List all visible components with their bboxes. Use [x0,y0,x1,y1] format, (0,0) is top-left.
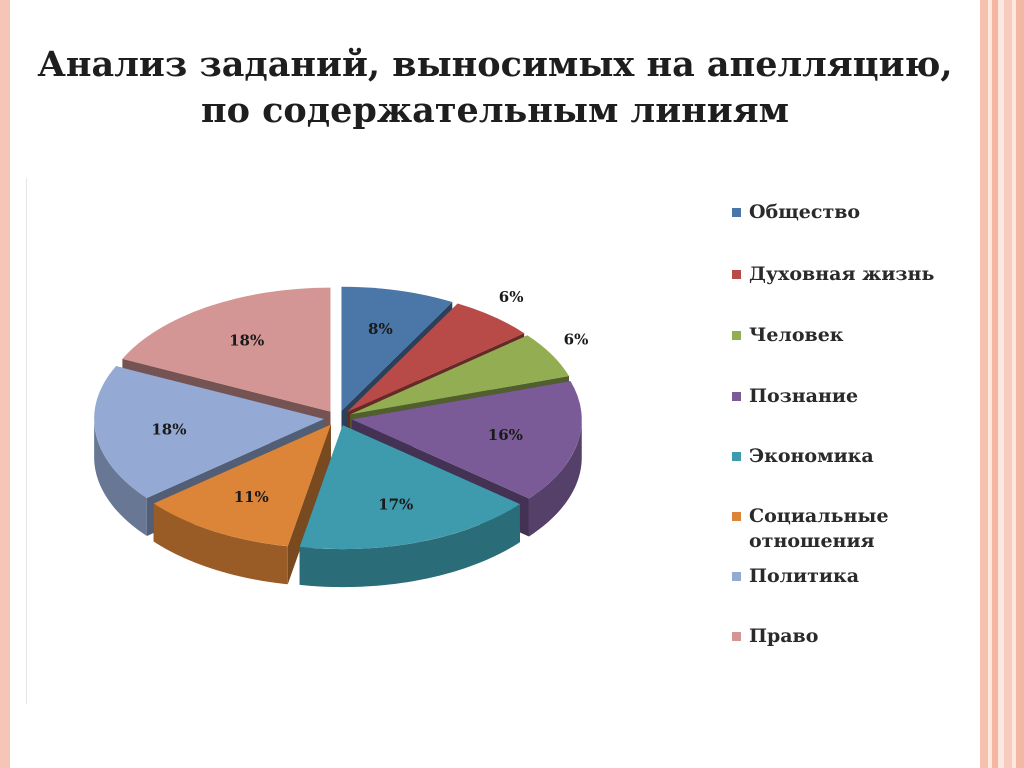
legend-swatch-3 [732,392,741,401]
pie-tops [94,286,582,550]
legend-label-6: Политика [749,565,860,587]
slide-title-line-1: Анализ заданий, выносимых на апелляцию, [37,44,953,85]
pie-slice-7 [122,287,331,412]
pie-data-label-3: 16% [488,426,523,444]
pie-data-label-1: 6% [499,288,524,306]
legend-label-3: Познание [749,385,859,407]
legend-swatch-6 [732,572,741,581]
legend-swatch-5 [732,512,741,521]
frame-right-border [980,0,1024,768]
slide-title-line-2: по содержательным линиям [200,90,790,131]
pie-data-label-0: 8% [368,320,393,338]
legend-label-5: Социальные отношения [749,505,889,552]
legend-swatch-0 [732,208,741,217]
legend-swatch-4 [732,452,741,461]
pie-slice-6 [94,366,325,498]
legend-item-7: Право [732,624,949,649]
pie-data-label-5: 11% [234,488,269,506]
pie-slice-side-3-0 [528,419,582,537]
legend-item-0: Общество [732,200,949,225]
legend-swatch-1 [732,270,741,279]
legend-item-6: Политика [732,564,949,589]
slide-title: Анализ заданий, выносимых на апелляцию, … [30,42,960,134]
legend-label-1: Духовная жизнь [749,263,935,285]
legend-item-1: Духовная жизнь [732,262,949,287]
pie-slice-0 [341,286,453,411]
pie-slice-1 [346,303,525,413]
legend-item-2: Человек [732,323,949,348]
pie-slice-5 [153,424,331,547]
pie-slice-side-6-0 [94,420,147,536]
pie-data-label-4: 17% [378,495,413,513]
pie-labels: 8% 6% 6% 16% 17% 11% 18% 18% [151,288,588,513]
chart-area [26,178,985,704]
legend-item-4: Экономика [732,444,949,469]
pie-data-label-2: 6% [564,330,589,348]
frame-left-border [0,0,10,768]
pie-slice-side-4-0 [299,504,520,588]
pie-slice-4 [299,425,520,550]
pie-slice-side-5-0 [153,503,288,585]
legend-label-2: Человек [749,324,844,346]
legend-label-4: Экономика [749,445,874,467]
pie-data-label-6: 18% [151,421,186,439]
pie-data-label-7: 18% [229,331,264,349]
legend-swatch-2 [732,331,741,340]
legend-swatch-7 [732,632,741,641]
legend-item-3: Познание [732,384,949,409]
legend-label-7: Право [749,625,819,647]
pie-slice-2 [350,335,570,415]
legend-label-0: Общество [749,201,861,223]
pie-slice-3 [351,381,582,499]
legend-item-5: Социальные отношения [732,504,949,554]
